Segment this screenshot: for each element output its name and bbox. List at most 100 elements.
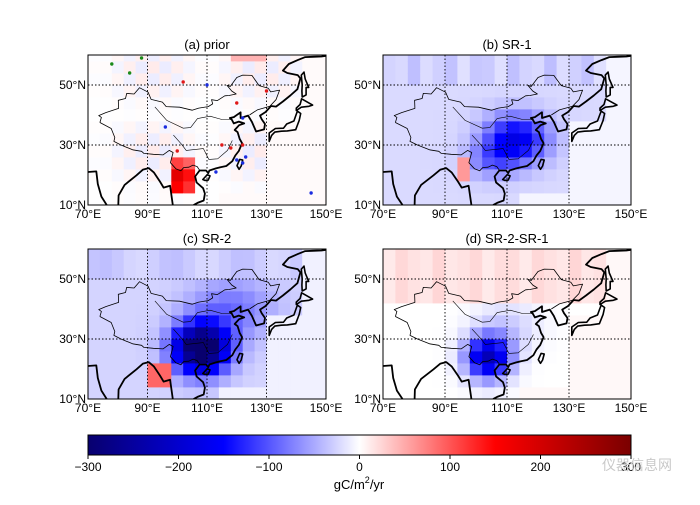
heatmap-cell (123, 55, 136, 62)
heatmap-cell (111, 315, 125, 328)
heatmap-cell (183, 375, 196, 388)
heatmap-cell (278, 267, 291, 280)
heatmap-cell (111, 267, 125, 280)
heatmap-cell (183, 291, 196, 304)
y-tick-label: 50°N (59, 272, 86, 286)
heatmap-cell (618, 303, 631, 316)
heatmap-cell (593, 145, 607, 158)
heatmap-cell (123, 279, 136, 292)
interior-boundary (154, 300, 233, 323)
panel-content (383, 249, 631, 399)
heatmap-cell (420, 315, 433, 328)
heatmap-cell (99, 145, 113, 158)
heatmap-cell (159, 327, 172, 340)
heatmap-cell (507, 109, 520, 122)
heatmap-cell (519, 181, 533, 194)
heatmap-cell (159, 255, 172, 268)
heatmap-cell (290, 387, 303, 399)
heatmap-cell (314, 61, 326, 74)
heatmap-cell (99, 303, 113, 316)
heatmap-cell (469, 145, 483, 158)
heatmap-cell (159, 267, 172, 280)
heatmap-cell (606, 339, 619, 352)
heatmap-cell (302, 375, 315, 388)
heatmap-cell (147, 351, 160, 364)
heatmap-cell (618, 327, 631, 340)
heatmap-cell (445, 193, 458, 205)
heatmap-cell (302, 145, 315, 158)
island-coastline (236, 352, 244, 365)
heatmap-cell (278, 387, 291, 399)
heatmap-cell (569, 61, 582, 74)
heatmap-cell (218, 181, 232, 194)
heatmap-cell (242, 193, 255, 205)
heatmap-cell (407, 97, 421, 110)
heatmap-cell (445, 303, 458, 316)
national-border (395, 122, 500, 172)
panel-frame (87, 54, 327, 206)
y-tick-label: 30°N (59, 332, 86, 346)
colorbar-tick-label: −200 (165, 460, 192, 474)
heatmap-cell (445, 351, 458, 364)
coastline (193, 249, 326, 399)
heatmap-cell (266, 363, 279, 376)
site-marker-blue (214, 170, 218, 174)
heatmap-cell (278, 339, 291, 352)
heatmap-cell (207, 315, 220, 328)
heatmap-cell (494, 73, 508, 86)
map-panel: (b) SR-1 70°E 90°E 110°E 130°E 150°E 50°N 30°N 1… (354, 37, 647, 221)
heatmap-cell (581, 249, 595, 256)
heatmap-cell (254, 85, 267, 98)
heatmap-cell (507, 363, 520, 376)
heatmap-cell (507, 121, 520, 134)
heatmap-cell (183, 109, 196, 122)
heatmap-cell (171, 85, 184, 98)
colorbar-tick-label: 300 (621, 460, 641, 474)
heatmap-cell (207, 279, 220, 292)
heatmap-cell (457, 121, 471, 134)
heatmap-cell (507, 145, 520, 158)
x-tick-label: 90°E (432, 207, 458, 221)
heatmap-cell (395, 387, 409, 399)
heatmap-cell (290, 133, 303, 146)
y-tick-label: 10°N (59, 198, 86, 212)
national-border (99, 122, 200, 172)
x-tick-label: 150°E (615, 401, 648, 415)
heatmap-cell (123, 85, 136, 98)
heatmap-cell (111, 73, 125, 86)
heatmap-cell (147, 267, 160, 280)
heatmap-cell (395, 255, 409, 268)
heatmap-cell (266, 121, 279, 134)
heatmap-cell (395, 249, 409, 256)
heatmap-cell (556, 375, 570, 388)
heatmap-cell (99, 133, 113, 146)
heatmap-cell (123, 339, 136, 352)
heatmap-cell (218, 315, 232, 328)
heatmap-cell (302, 315, 315, 328)
heatmap-cell (482, 121, 495, 134)
heatmap-cell (507, 351, 520, 364)
heatmap-cell (494, 97, 508, 110)
graticule (383, 249, 631, 399)
heatmap-cell (123, 181, 136, 194)
heatmap-cell (544, 387, 557, 399)
national-border (99, 316, 200, 366)
heatmap-cell (457, 255, 471, 268)
heatmap-cell (569, 55, 582, 62)
heatmap-cell (593, 61, 607, 74)
heatmap-cell (99, 55, 113, 62)
heatmap-cell (111, 61, 125, 74)
heatmap-cell (556, 55, 570, 62)
heatmap-cell (314, 315, 326, 328)
coastline (383, 364, 404, 399)
heatmap-cell (230, 181, 244, 194)
heatmap-cell (159, 73, 172, 86)
heatmap-cell (147, 133, 160, 146)
heatmap-cell (383, 97, 396, 110)
heatmap-cell (218, 133, 232, 146)
heatmap-cell (171, 193, 184, 205)
heatmap-cell (254, 375, 267, 388)
geography-lines (383, 249, 631, 399)
heatmap-cell (531, 193, 545, 205)
heatmap-cell (618, 97, 631, 110)
